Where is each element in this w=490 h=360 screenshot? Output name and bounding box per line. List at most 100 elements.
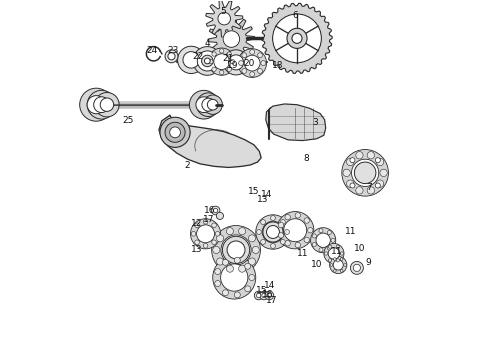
Circle shape [285, 230, 290, 234]
Polygon shape [208, 16, 255, 62]
Circle shape [261, 239, 266, 244]
Circle shape [234, 292, 240, 298]
Circle shape [191, 219, 220, 249]
Circle shape [356, 152, 363, 159]
Polygon shape [206, 0, 243, 37]
Circle shape [165, 50, 178, 63]
Text: 14: 14 [265, 281, 276, 290]
Circle shape [270, 243, 275, 248]
Circle shape [350, 158, 355, 163]
Text: 15: 15 [248, 187, 260, 196]
Circle shape [193, 46, 221, 75]
Circle shape [287, 28, 307, 48]
Text: 24: 24 [146, 46, 157, 55]
Circle shape [217, 235, 223, 242]
Circle shape [263, 222, 283, 242]
Circle shape [265, 291, 274, 300]
Circle shape [324, 243, 344, 264]
Circle shape [312, 243, 317, 247]
Circle shape [226, 228, 233, 235]
Circle shape [295, 242, 300, 248]
Circle shape [227, 67, 231, 71]
Text: 2: 2 [185, 161, 191, 170]
Circle shape [260, 291, 269, 300]
Circle shape [221, 235, 251, 265]
Circle shape [267, 293, 271, 298]
Text: 9: 9 [366, 258, 371, 267]
Circle shape [342, 149, 389, 196]
Circle shape [238, 49, 267, 77]
Circle shape [197, 51, 218, 71]
Circle shape [212, 226, 260, 274]
Circle shape [242, 53, 247, 58]
Circle shape [223, 31, 240, 48]
Text: 8: 8 [304, 154, 310, 163]
Text: 13: 13 [256, 195, 268, 204]
Circle shape [351, 159, 379, 186]
Circle shape [328, 245, 332, 248]
Circle shape [376, 158, 384, 166]
Circle shape [261, 220, 266, 225]
Circle shape [196, 93, 220, 117]
Circle shape [227, 52, 231, 56]
Circle shape [208, 48, 235, 75]
Circle shape [177, 46, 205, 73]
Text: 20: 20 [243, 59, 254, 68]
Polygon shape [262, 3, 332, 73]
Circle shape [222, 236, 250, 264]
Circle shape [95, 93, 119, 117]
Circle shape [204, 58, 210, 64]
Circle shape [304, 237, 310, 243]
Text: 10: 10 [354, 244, 366, 253]
Circle shape [330, 256, 347, 274]
Circle shape [239, 265, 245, 272]
Circle shape [212, 223, 217, 228]
Circle shape [213, 246, 220, 253]
Circle shape [267, 226, 279, 238]
Circle shape [196, 225, 215, 243]
Circle shape [222, 259, 228, 265]
Circle shape [258, 68, 263, 73]
Circle shape [220, 70, 224, 75]
Circle shape [331, 238, 335, 242]
Circle shape [252, 246, 259, 253]
Text: 5: 5 [220, 7, 226, 16]
Circle shape [285, 240, 291, 246]
Circle shape [336, 245, 340, 248]
Circle shape [284, 219, 307, 242]
Circle shape [340, 252, 343, 255]
Circle shape [215, 231, 220, 236]
Text: 7: 7 [366, 183, 371, 192]
Text: 16: 16 [204, 206, 216, 215]
Circle shape [380, 169, 387, 176]
Circle shape [230, 59, 235, 64]
Circle shape [312, 234, 317, 238]
Circle shape [216, 212, 223, 220]
Circle shape [292, 33, 302, 43]
Polygon shape [159, 116, 261, 167]
Circle shape [242, 68, 247, 73]
Circle shape [257, 230, 262, 234]
Text: 17: 17 [203, 215, 214, 224]
Circle shape [215, 280, 220, 287]
Circle shape [262, 293, 266, 298]
Circle shape [250, 50, 255, 54]
Circle shape [350, 261, 364, 274]
Text: 3: 3 [312, 118, 318, 127]
Circle shape [213, 256, 256, 299]
Circle shape [203, 220, 208, 224]
Text: 22: 22 [192, 52, 203, 61]
Circle shape [195, 223, 199, 228]
Circle shape [350, 183, 355, 188]
Circle shape [285, 215, 291, 220]
Circle shape [330, 264, 333, 266]
Circle shape [214, 54, 230, 69]
Circle shape [239, 60, 244, 66]
Circle shape [376, 180, 384, 187]
Circle shape [250, 72, 255, 77]
Circle shape [340, 258, 343, 260]
Circle shape [278, 233, 284, 238]
Circle shape [328, 259, 332, 262]
Text: 14: 14 [261, 190, 272, 199]
Circle shape [245, 55, 260, 71]
